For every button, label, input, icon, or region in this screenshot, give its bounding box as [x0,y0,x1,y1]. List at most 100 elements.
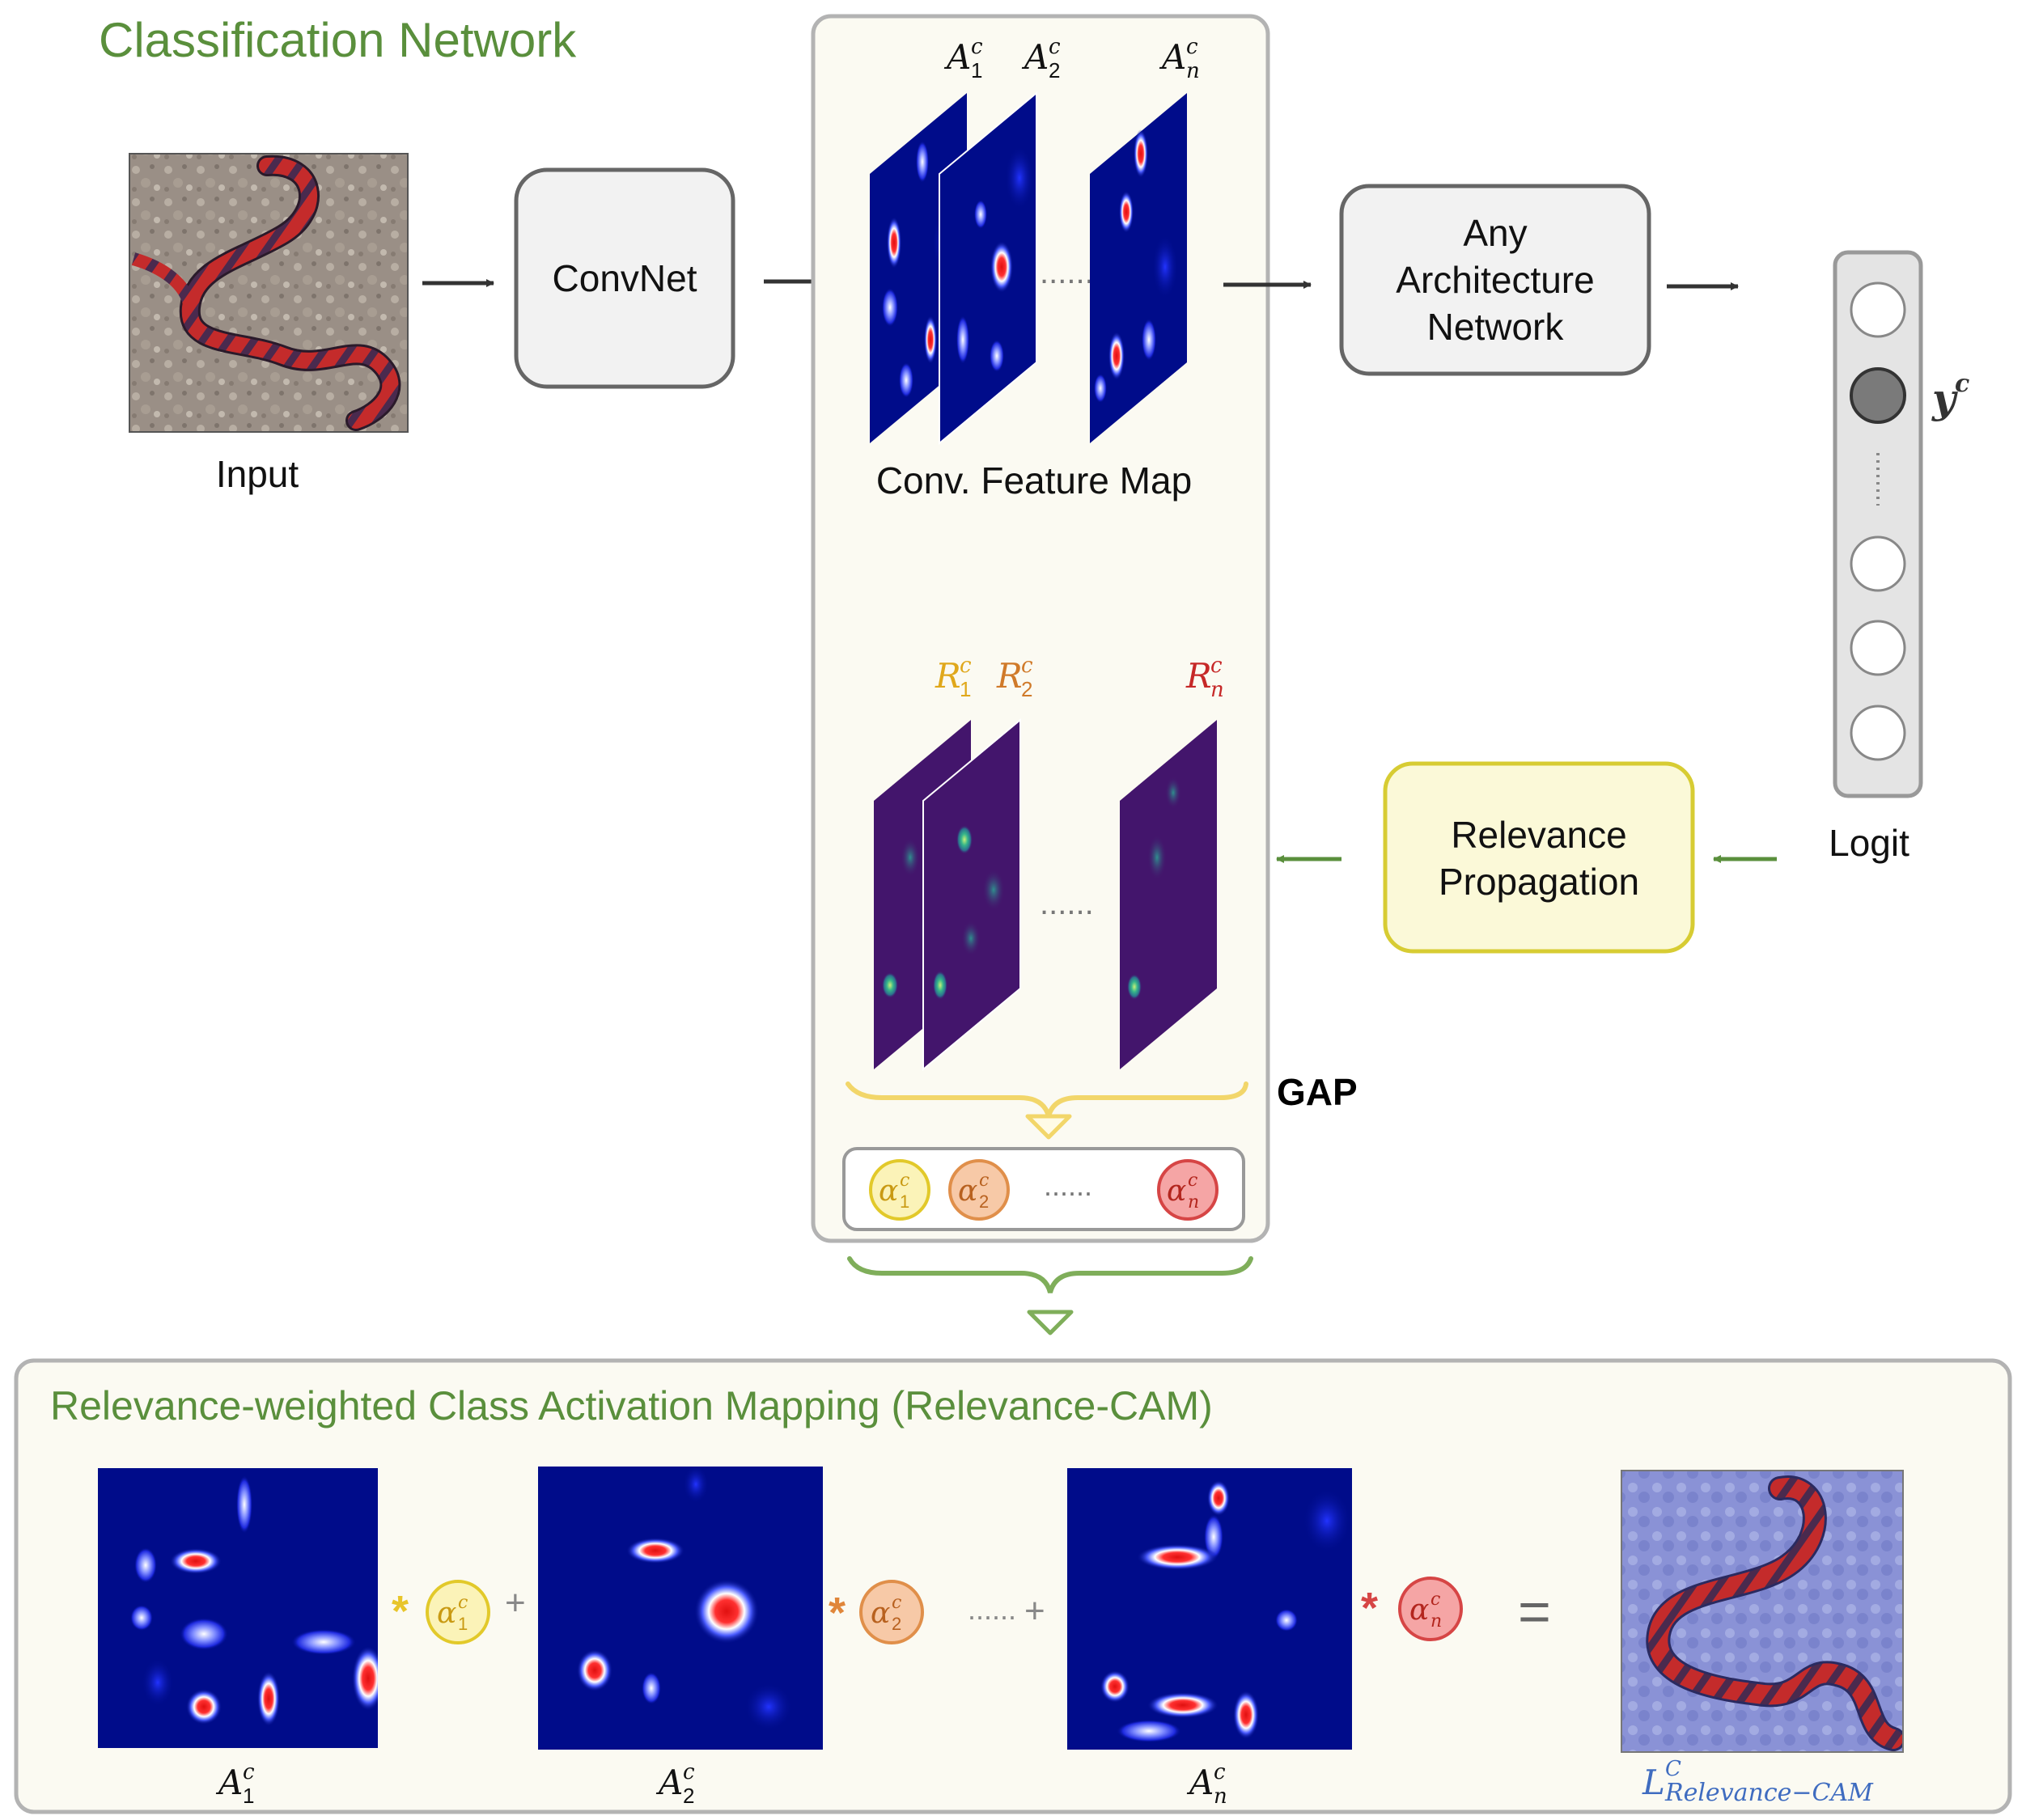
alpha-n-circle: α c n [1157,1159,1219,1221]
gap-label: GAP [1277,1071,1358,1113]
svg-text:A: A [1021,37,1049,77]
input-label: Input [216,453,299,495]
classification-network-title: Classification Network [99,13,577,67]
svg-text:A: A [943,37,971,77]
cam-map-2 [538,1467,823,1750]
cam-map-n [1067,1468,1352,1750]
any-architecture-line1: Any [1463,212,1527,254]
feature-map-2 [939,91,1037,446]
cam-ellipsis: ...... [968,1593,1016,1626]
svg-text:c: c [971,35,983,59]
svg-text:R: R [996,656,1023,696]
svg-text:C: C [1665,1757,1681,1781]
relevance-cam-panel [14,1358,2012,1814]
multiply-sign-n: * [1361,1584,1378,1632]
svg-text:n: n [1210,678,1224,702]
svg-text:y: y [1931,375,1958,422]
svg-text:c: c [683,1760,695,1784]
output-arrow [1027,1310,1074,1335]
logit-node-1 [1850,281,1906,338]
svg-text:c: c [1186,35,1198,59]
feature-map-label: Conv. Feature Map [876,459,1192,502]
svg-text:n: n [1430,1611,1442,1632]
svg-text:2: 2 [979,1191,989,1212]
svg-text:R: R [935,656,961,696]
any-architecture-line3: Network [1427,306,1565,348]
logit-label: Logit [1829,822,1909,864]
svg-text:L: L [1642,1763,1665,1802]
svg-text:α: α [871,1597,890,1630]
svg-text:c: c [1021,654,1033,678]
svg-text:2: 2 [683,1784,694,1808]
svg-text:c: c [1214,1760,1226,1784]
plus-sign-1: + [505,1583,526,1623]
svg-text:A: A [1186,1763,1214,1802]
convnet-box [514,167,735,389]
yc-label: y c [1931,370,1969,422]
svg-text:c: c [979,1170,989,1191]
svg-text:A: A [655,1763,683,1802]
svg-text:1: 1 [900,1191,909,1212]
cam-map-n-label: A c n [1186,1760,1227,1809]
svg-text:c: c [892,1593,901,1613]
svg-text:α: α [1167,1175,1186,1208]
equals-sign: = [1518,1580,1551,1643]
relevance-propagation-line1: Relevance [1451,814,1626,856]
relevance-cam-output-label: L C Relevance−CAM [1642,1757,1874,1807]
svg-text:Relevance−CAM: Relevance−CAM [1664,1779,1874,1807]
feature-map-label-an: A c n [1159,35,1200,83]
multiply-sign-1: * [392,1587,409,1636]
feature-map-label-a2: A c 2 [1021,35,1061,83]
alpha-ellipsis: ...... [1044,1169,1092,1202]
logit-node-5 [1850,705,1906,761]
svg-text:2: 2 [1021,677,1032,701]
feature-map-ellipsis: ...... [1040,255,1094,290]
svg-text:2: 2 [892,1614,901,1634]
svg-text:R: R [1185,656,1212,696]
cam-alpha-n-circle: α c n [1398,1577,1463,1641]
svg-text:n: n [1186,59,1200,83]
relevance-cam-title: Relevance-weighted Class Activation Mapp… [50,1383,1213,1428]
svg-text:c: c [1430,1589,1440,1610]
any-architecture-line2: Architecture [1396,259,1594,301]
relevance-propagation-box [1383,761,1695,954]
feature-map-n [1090,93,1187,443]
svg-text:c: c [1955,370,1969,398]
svg-text:1: 1 [243,1784,254,1808]
svg-text:α: α [879,1175,898,1208]
relevance-label-r1: R c 1 [935,654,972,701]
svg-text:1: 1 [960,677,971,701]
svg-text:c: c [458,1593,468,1613]
relevance-map-ellipsis: ...... [1040,886,1094,921]
cam-alpha-1-circle: α c 1 [426,1580,490,1644]
cam-map-2-label: A c 2 [655,1760,695,1808]
logit-node-target [1850,367,1906,424]
relevance-label-rn: R c n [1185,654,1224,702]
relevance-map-n [1120,720,1217,1069]
relevance-propagation-line2: Propagation [1439,861,1639,903]
relevance-cam-output-image [1621,1471,1903,1752]
cam-map-1 [98,1468,378,1748]
gap-arrow [1025,1114,1072,1140]
svg-text:1: 1 [971,58,982,83]
svg-text:c: c [960,654,972,678]
svg-text:A: A [1159,37,1186,77]
plus-sign-2: + [1024,1591,1045,1631]
input-image [129,154,408,432]
any-architecture-box [1339,184,1651,376]
svg-text:2: 2 [1049,58,1060,83]
svg-text:A: A [215,1763,243,1802]
alpha-weights-box [842,1147,1245,1231]
svg-text:c: c [243,1760,255,1784]
output-brace [847,1256,1253,1293]
svg-text:n: n [1188,1192,1199,1213]
svg-text:c: c [1188,1170,1197,1191]
svg-text:α: α [437,1597,456,1630]
cam-map-1-label: A c 1 [215,1760,255,1808]
svg-text:n: n [1214,1784,1227,1809]
svg-text:c: c [1210,654,1223,678]
multiply-sign-2: * [829,1589,846,1637]
relevance-map-2 [922,717,1021,1072]
alpha-2-circle: α c 2 [948,1159,1010,1221]
